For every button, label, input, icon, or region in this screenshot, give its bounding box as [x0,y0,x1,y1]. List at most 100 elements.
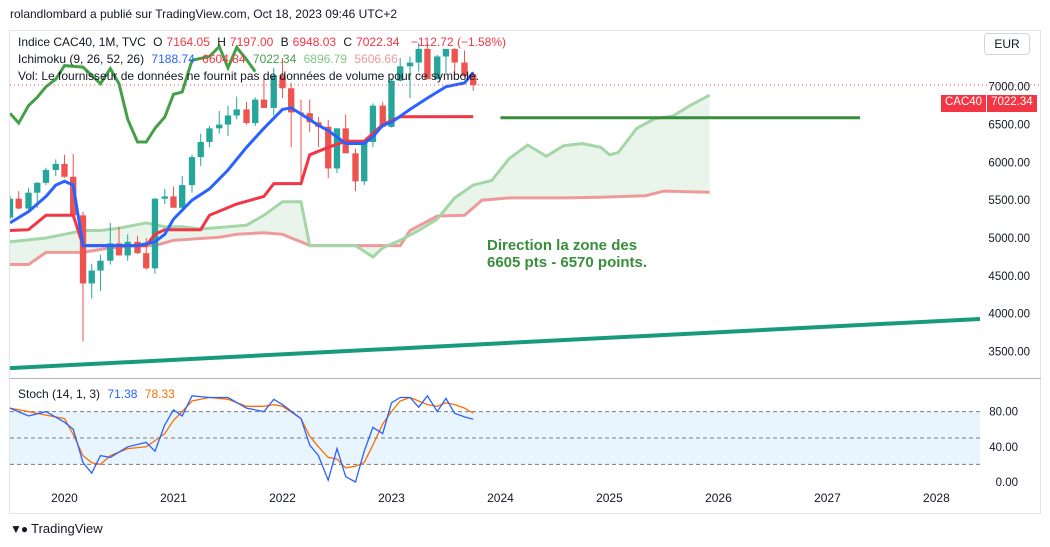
candle-body [451,48,458,63]
stoch-y-tick-label: 80.00 [989,407,1018,419]
x-tick-label: 2026 [705,491,732,505]
candle-body [470,74,477,86]
pane-divider[interactable] [10,378,1041,379]
candle-body [352,153,359,182]
stoch-legend[interactable]: Stoch (14, 1, 3) 71.38 78.33 [18,387,179,401]
candle-body [124,241,131,256]
close-value: 7022.34 [356,35,400,49]
candle-body [216,124,223,129]
ichimoku-span-b-line [10,189,710,266]
candle-body [206,128,213,142]
ichimoku-tenkan-line [10,71,475,248]
candle-body [107,243,114,261]
candle-body [70,176,77,216]
volume-note: Vol: Le fournisseur de données ne fourni… [18,69,479,83]
candle-body [179,185,186,208]
tradingview-footer[interactable]: ▼● TradingView [10,521,103,536]
candle-body [306,113,313,123]
x-tick-label: 2025 [596,491,623,505]
symbol-label[interactable]: Indice CAC40, 1M, TVC [18,35,146,49]
stoch-d-line [9,396,474,469]
close-label: C [343,35,353,49]
last-price-tag: CAC40 7022.34 [941,95,1037,112]
publisher-line: rolandlombard a publié sur TradingView.c… [10,7,397,21]
ichimoku-spanb-value: 5606.66 [354,52,398,66]
ichimoku-chikou-value: 7022.34 [252,52,297,66]
candle-body [10,198,14,218]
change-value: −112.72 (−1.58%) [410,35,506,49]
candle-body [333,128,341,169]
candle-body [134,241,141,254]
candle-body [79,215,87,284]
candle-body [260,99,268,108]
candle-body [161,196,168,199]
currency-button[interactable]: EUR [984,33,1030,55]
x-tick-label: 2020 [51,491,78,505]
annotation-line-1: Direction la zone des [487,237,637,254]
tradingview-logo-icon: ▼● [10,521,28,536]
candle-body [15,198,22,209]
candle-body [406,62,414,67]
candle-body [243,109,250,124]
ichimoku-kijun-value: 6604.84 [202,52,246,66]
x-tick-label: 2023 [378,491,405,505]
candle-body [379,105,386,127]
ichimoku-legend[interactable]: Ichimoku (9, 26, 52, 26) 7188.74 6604.84… [18,52,402,66]
ichimoku-chikou-line [10,43,257,144]
stoch-y-tick-label: 40.00 [989,442,1018,454]
candle-body [170,196,177,208]
stoch-k-line [9,394,474,483]
trendline [9,316,981,371]
candle-body [388,80,395,127]
candle-body [34,182,41,193]
y-tick-label: 5500.00 [988,195,1030,207]
annotation-line-2: 6605 pts - 6570 points. [487,254,647,271]
candle-body [115,243,123,256]
high-label: H [217,35,226,49]
y-tick-label: 5000.00 [988,233,1030,245]
x-tick-label: 2028 [923,491,950,505]
stoch-k-value: 71.38 [107,387,138,401]
chart-frame[interactable] [9,30,1041,514]
candle-body [397,66,404,81]
price-tag-value: 7022.34 [986,95,1037,112]
candle-body [233,109,240,116]
x-tick-label: 2021 [160,491,187,505]
candle-body [197,141,204,158]
x-tick-label: 2024 [487,491,514,505]
candle-body [143,253,150,269]
low-label: B [280,35,289,49]
candle-body [279,75,286,89]
candle-body [25,192,32,209]
price-tag-symbol: CAC40 [941,95,987,112]
candle-body [369,105,377,142]
ichimoku-spana-value: 6896.79 [303,52,348,66]
candle-body [224,115,232,125]
main-pane-group [10,42,711,342]
x-tick-label: 2027 [814,491,841,505]
candle-body [97,260,104,271]
candle-body [42,169,50,183]
high-value: 7197.00 [229,35,274,49]
ichimoku-kijun-line [10,115,474,248]
candle-body [361,141,368,182]
candle-body [52,163,59,170]
candle-body [442,48,450,57]
main-legend: Indice CAC40, 1M, TVC O 7164.05 H 7197.00 … [18,35,510,49]
low-value: 6948.03 [292,35,337,49]
stoch-d-value: 78.33 [144,387,175,401]
ichimoku-tenkan-value: 7188.74 [151,52,195,66]
stoch-y-tick-label: 0.00 [996,477,1018,489]
x-tick-label: 2022 [269,491,296,505]
y-tick-label: 6000.00 [988,157,1030,169]
candle-body [188,157,196,186]
stoch-label: Stoch (14, 1, 3) [18,387,101,401]
candle-body [88,270,95,284]
candle-body [252,99,259,124]
tradingview-brand: TradingView [31,521,103,536]
candle-body [288,88,295,113]
y-tick-label: 4500.00 [988,271,1030,283]
y-tick-label: 4000.00 [988,309,1030,321]
open-value: 7164.05 [166,35,210,49]
